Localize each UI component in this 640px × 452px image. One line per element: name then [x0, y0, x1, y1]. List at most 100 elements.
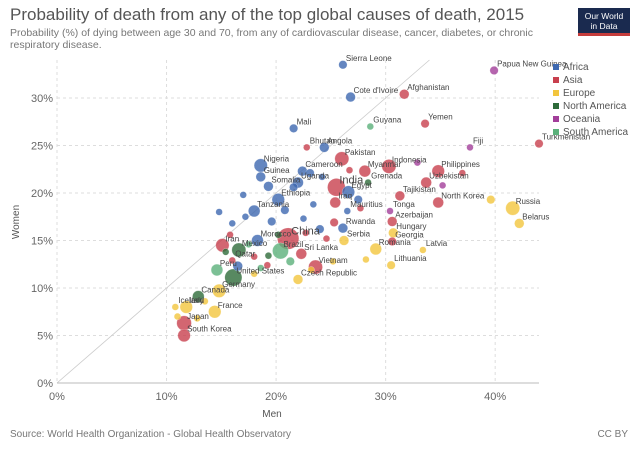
data-point[interactable]: [280, 205, 290, 215]
legend-label[interactable]: Oceania: [563, 114, 601, 125]
data-point[interactable]: [271, 193, 285, 207]
data-point[interactable]: [337, 223, 349, 234]
data-point[interactable]: [239, 191, 247, 199]
data-point[interactable]: [386, 207, 394, 215]
data-point[interactable]: [466, 143, 474, 152]
data-point[interactable]: [358, 165, 371, 178]
data-point[interactable]: [193, 314, 201, 323]
data-point[interactable]: [343, 207, 351, 215]
data-point[interactable]: [534, 139, 544, 149]
data-point[interactable]: [309, 200, 317, 209]
data-point[interactable]: [334, 151, 350, 167]
legend-label[interactable]: North America: [563, 101, 627, 112]
license-link[interactable]: CC BY: [597, 429, 628, 440]
data-point[interactable]: [420, 119, 430, 129]
legend-label[interactable]: Europe: [563, 88, 596, 99]
data-point[interactable]: [394, 190, 405, 201]
data-point[interactable]: [250, 253, 258, 261]
data-point[interactable]: [210, 263, 224, 277]
data-point[interactable]: [257, 264, 265, 272]
data-point[interactable]: [329, 257, 337, 266]
data-point[interactable]: [413, 158, 422, 167]
legend-swatch[interactable]: [553, 103, 559, 109]
data-point[interactable]: [362, 255, 370, 264]
data-point[interactable]: [245, 240, 253, 248]
data-point[interactable]: [386, 260, 396, 270]
data-point[interactable]: [329, 217, 339, 227]
data-point[interactable]: [438, 181, 447, 190]
data-point[interactable]: [369, 242, 382, 256]
data-point[interactable]: [329, 196, 341, 209]
data-point[interactable]: [231, 242, 247, 258]
data-point[interactable]: [232, 261, 243, 272]
legend-label[interactable]: Asia: [563, 75, 583, 86]
data-point[interactable]: [299, 215, 308, 223]
data-point[interactable]: [302, 229, 310, 237]
data-point[interactable]: [338, 235, 350, 246]
data-point[interactable]: [179, 300, 193, 314]
data-point[interactable]: [267, 217, 277, 226]
data-point[interactable]: [364, 178, 372, 187]
data-point[interactable]: [241, 213, 250, 221]
data-point[interactable]: [303, 143, 311, 152]
data-point[interactable]: [353, 195, 363, 205]
data-point[interactable]: [212, 283, 227, 298]
legend-swatch[interactable]: [553, 77, 559, 83]
data-point[interactable]: [419, 246, 427, 254]
data-point[interactable]: [345, 91, 356, 103]
data-point[interactable]: [228, 219, 236, 228]
data-point[interactable]: [171, 303, 179, 311]
data-point[interactable]: [381, 159, 397, 174]
data-point[interactable]: [274, 231, 282, 239]
data-point[interactable]: [431, 164, 445, 178]
data-point[interactable]: [356, 204, 365, 212]
data-point[interactable]: [208, 305, 222, 319]
data-point[interactable]: [215, 208, 223, 216]
data-point[interactable]: [514, 218, 525, 229]
data-point[interactable]: [387, 216, 398, 227]
legend-swatch[interactable]: [553, 64, 559, 70]
data-point[interactable]: [307, 266, 315, 274]
data-point[interactable]: [489, 65, 499, 75]
data-point[interactable]: [345, 166, 354, 174]
data-point[interactable]: [255, 171, 266, 182]
legend-swatch[interactable]: [553, 116, 559, 122]
data-point[interactable]: [285, 256, 295, 266]
data-point[interactable]: [228, 256, 236, 265]
data-point[interactable]: [250, 270, 258, 278]
data-point[interactable]: [289, 123, 299, 133]
data-point[interactable]: [399, 89, 410, 100]
data-point[interactable]: [192, 290, 205, 303]
data-point[interactable]: [201, 297, 209, 305]
data-point[interactable]: [420, 176, 432, 189]
data-point[interactable]: [226, 231, 234, 239]
legend-swatch[interactable]: [553, 129, 559, 135]
our-world-in-data-logo[interactable]: Our World in Data: [578, 8, 630, 36]
data-point[interactable]: [486, 195, 496, 205]
data-point[interactable]: [322, 234, 331, 243]
data-point[interactable]: [319, 142, 330, 153]
data-point[interactable]: [341, 185, 355, 199]
data-point[interactable]: [505, 200, 521, 216]
data-point[interactable]: [292, 274, 304, 285]
data-point[interactable]: [366, 122, 374, 131]
data-point[interactable]: [432, 196, 444, 209]
legend-label[interactable]: Africa: [563, 62, 589, 73]
data-point[interactable]: [305, 168, 315, 178]
data-point[interactable]: [338, 60, 348, 70]
data-point[interactable]: [315, 224, 325, 234]
data-point[interactable]: [318, 173, 326, 181]
data-point[interactable]: [224, 268, 243, 287]
legend-swatch[interactable]: [553, 90, 559, 96]
data-point[interactable]: [263, 261, 271, 269]
data-point[interactable]: [177, 328, 191, 343]
data-point[interactable]: [289, 182, 299, 192]
data-point[interactable]: [173, 312, 182, 321]
data-point[interactable]: [272, 242, 289, 260]
data-point[interactable]: [295, 248, 307, 260]
data-point[interactable]: [263, 181, 274, 192]
data-point[interactable]: [222, 248, 230, 256]
data-point[interactable]: [264, 252, 273, 260]
legend-label[interactable]: South America: [563, 127, 628, 138]
data-point[interactable]: [248, 204, 261, 218]
